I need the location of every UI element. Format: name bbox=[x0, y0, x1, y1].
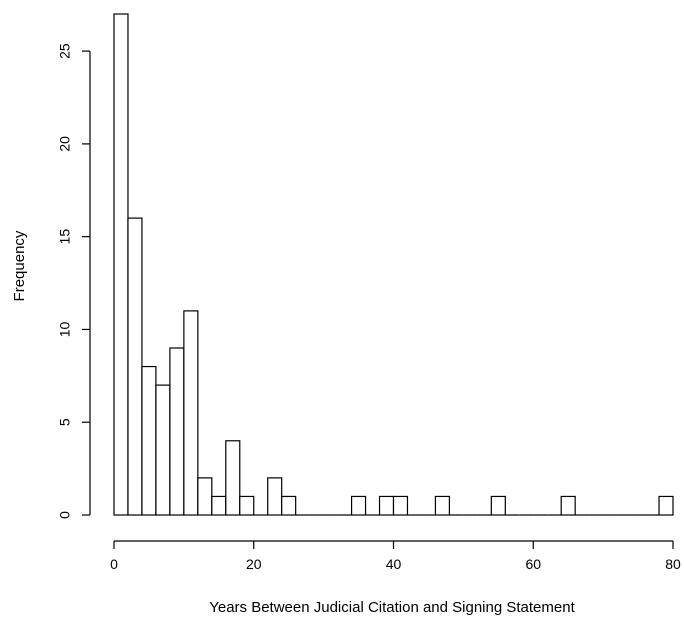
y-tick-label: 0 bbox=[57, 511, 73, 519]
histogram-bar bbox=[113, 13, 129, 516]
histogram-bar bbox=[267, 477, 283, 516]
x-axis-label: Years Between Judicial Citation and Sign… bbox=[209, 599, 575, 616]
y-axis: 0 5 10 15 20 25 bbox=[57, 43, 91, 519]
y-tick-label: 25 bbox=[57, 43, 73, 59]
y-tick-label: 5 bbox=[57, 418, 73, 426]
x-tick-label: 40 bbox=[386, 556, 402, 572]
histogram-bar bbox=[434, 495, 450, 516]
histogram-bar bbox=[155, 384, 171, 516]
histogram-bar bbox=[560, 495, 576, 516]
x-tick-label: 80 bbox=[665, 556, 681, 572]
histogram-bar bbox=[281, 495, 297, 516]
y-axis-label: Frequency bbox=[11, 230, 28, 301]
x-tick-label: 20 bbox=[246, 556, 262, 572]
bars-layer bbox=[113, 13, 674, 516]
y-tick-label: 20 bbox=[57, 136, 73, 152]
histogram-bar bbox=[350, 495, 367, 516]
y-tick-label: 10 bbox=[57, 321, 73, 337]
histogram-bar bbox=[239, 495, 255, 516]
histogram-bar bbox=[225, 440, 241, 516]
histogram-bar bbox=[127, 217, 143, 516]
histogram-bar bbox=[378, 495, 395, 516]
histogram-bar bbox=[392, 495, 409, 516]
y-tick-label: 15 bbox=[57, 229, 73, 245]
x-tick-label: 60 bbox=[525, 556, 541, 572]
x-axis: 0 20 40 60 80 bbox=[110, 540, 681, 572]
histogram-bar bbox=[197, 477, 213, 516]
histogram-bar bbox=[211, 495, 227, 516]
histogram-bar bbox=[658, 495, 674, 516]
histogram-bar bbox=[183, 310, 199, 516]
x-tick-label: 0 bbox=[110, 556, 118, 572]
histogram-bar bbox=[490, 495, 506, 516]
histogram-bar bbox=[141, 365, 157, 516]
histogram-bar bbox=[169, 347, 185, 516]
